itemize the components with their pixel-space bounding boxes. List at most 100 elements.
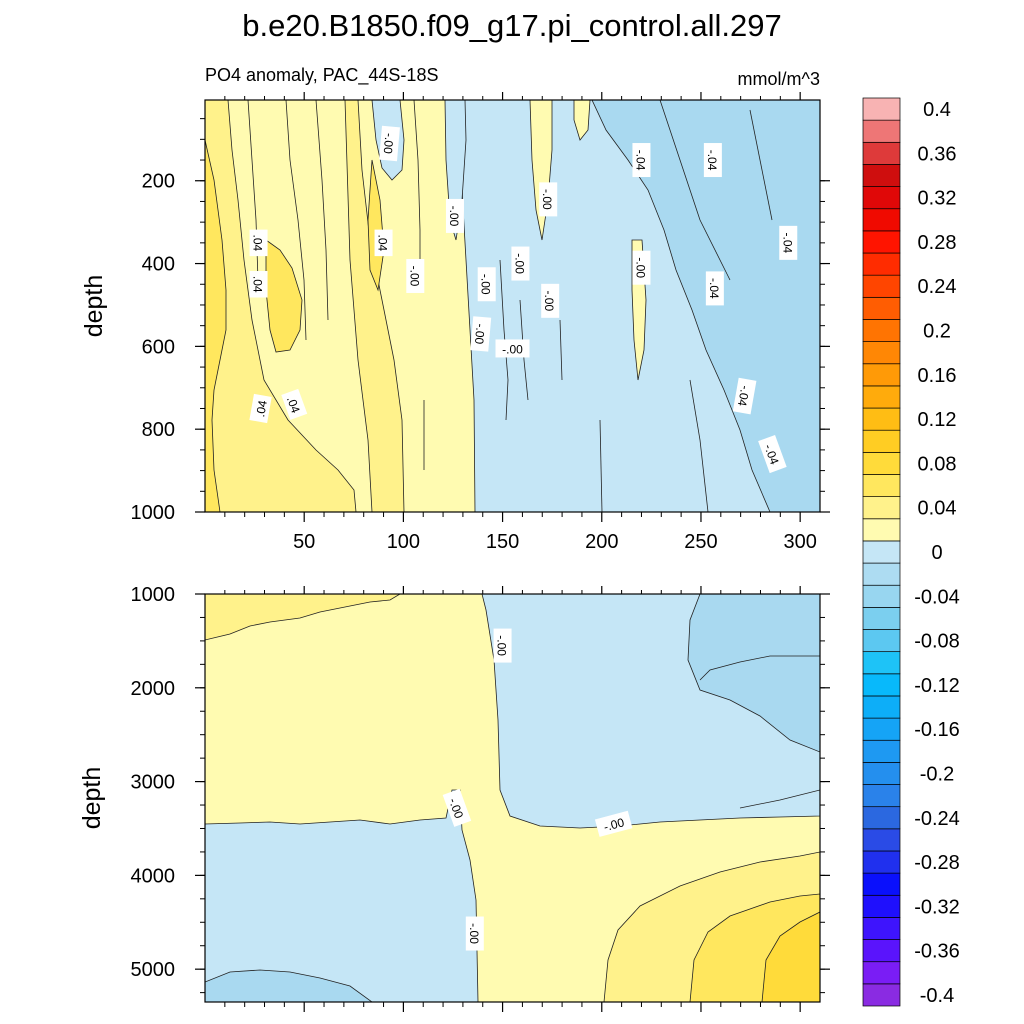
colorbar-label: -0.04 bbox=[914, 586, 960, 608]
lower-contour-label-text: -.00 bbox=[446, 796, 466, 821]
colorbar-label: -0.24 bbox=[914, 808, 960, 830]
lower-contour-label: -.00 bbox=[442, 788, 472, 827]
upper-x-tick-label: 50 bbox=[293, 531, 315, 553]
upper-contour-label-box bbox=[632, 250, 651, 285]
upper-contour-label-box bbox=[732, 377, 757, 415]
upper-contour-label-text: -.04 bbox=[633, 150, 647, 171]
upper-contour-label-text: -.00 bbox=[633, 257, 647, 278]
upper-y-axis-label: depth bbox=[80, 275, 108, 338]
colorbar: -0.4 -0.36 -0.32 -0.28 -0.24 -0.2 -0.16 -0.12 -0… bbox=[862, 97, 960, 1007]
lower-plot-frame bbox=[204, 593, 821, 1003]
upper-contour-labels: .04.04.04.04.04-.00-.00-.00-.00-.00-.00-… bbox=[249, 125, 798, 474]
upper-contour-label-text: -.00 bbox=[447, 206, 461, 227]
upper-contour-line-11 bbox=[749, 109, 773, 221]
upper-contour-label: .04 bbox=[249, 229, 268, 257]
colorbar-label: -0.28 bbox=[914, 852, 960, 874]
colorbar-label: -0.16 bbox=[914, 719, 960, 741]
colorbar-box bbox=[862, 518, 901, 542]
lower-x-axis bbox=[224, 586, 801, 1012]
lower-contour-label-box bbox=[465, 916, 484, 951]
upper-contour-label-box bbox=[374, 229, 393, 257]
lower-panel: -.00 -.00 -.00 -.00 1000 2000 3000 4000 5000 de… bbox=[78, 584, 830, 1012]
colorbar-label: 0.16 bbox=[918, 365, 957, 387]
colorbar-box bbox=[862, 208, 901, 232]
colorbar-label: 0.28 bbox=[918, 232, 957, 254]
colorbar-label: 0.32 bbox=[918, 188, 957, 210]
upper-contour-label-box bbox=[406, 258, 425, 293]
upper-contour-label-box bbox=[779, 225, 798, 260]
upper-y-tick-label: 800 bbox=[142, 419, 175, 441]
upper-contour-label-box bbox=[470, 316, 492, 352]
upper-contour-label: -.00 bbox=[477, 267, 496, 302]
upper-contour-label: -.00 bbox=[541, 283, 560, 318]
upper-contour-label-text: .04 bbox=[376, 235, 390, 252]
lower-y-tick-label: 3000 bbox=[131, 772, 176, 794]
upper-contour-label-text: .04 bbox=[253, 399, 270, 418]
upper-contour-label-box bbox=[445, 198, 464, 233]
lower-fill-band-neg004-to-neg008-left bbox=[205, 969, 373, 1002]
colorbar-label: 0.08 bbox=[918, 453, 957, 475]
colorbar-box bbox=[862, 252, 901, 276]
upper-contour-line-10 bbox=[659, 100, 731, 281]
lower-y-tick-label: 5000 bbox=[131, 959, 176, 981]
colorbar-box bbox=[862, 141, 901, 165]
upper-contour-label-text: -.04 bbox=[761, 442, 781, 467]
colorbar-box bbox=[862, 341, 901, 365]
upper-contour-line-8 bbox=[599, 419, 603, 512]
colorbar-box bbox=[862, 651, 901, 675]
upper-fill-band-004-to-006-b bbox=[265, 239, 303, 353]
colorbar-label: -0.2 bbox=[920, 763, 954, 785]
colorbar-box bbox=[862, 164, 901, 187]
lower-contour-label-text: -.00 bbox=[495, 635, 509, 656]
colorbar-box bbox=[862, 429, 901, 453]
colorbar-box bbox=[862, 451, 901, 475]
upper-contour-label-box bbox=[541, 283, 560, 318]
upper-contour-label: -.00 bbox=[539, 182, 558, 217]
colorbar-label: 0 bbox=[931, 542, 942, 564]
upper-contour-label: -.00 bbox=[511, 246, 530, 281]
upper-y-axis: 200 400 600 800 1000 bbox=[131, 118, 830, 524]
colorbar-box bbox=[862, 474, 901, 497]
upper-contour-line-6 bbox=[519, 299, 529, 401]
lower-y-axis-label: depth bbox=[78, 767, 106, 830]
colorbar-box bbox=[862, 562, 901, 586]
colorbar-box bbox=[862, 961, 901, 985]
lower-contour-label: -.00 bbox=[493, 628, 512, 663]
upper-contour-label: -.00 bbox=[495, 339, 530, 358]
upper-contour-label-box bbox=[632, 143, 651, 178]
lower-y-tick-label: 4000 bbox=[131, 865, 176, 887]
colorbar-label: 0.24 bbox=[918, 276, 957, 298]
colorbar-label: -0.36 bbox=[914, 941, 960, 963]
upper-contour-label-box bbox=[477, 267, 496, 302]
figure-title: b.e20.B1850.f09_g17.pi_control.all.297 bbox=[242, 8, 782, 43]
upper-contour-label: .04 bbox=[249, 393, 272, 424]
upper-contour-label-box bbox=[511, 246, 530, 281]
upper-contour-label-text: .04 bbox=[284, 394, 303, 415]
colorbar-box bbox=[862, 319, 901, 342]
upper-y-tick-label: 400 bbox=[142, 254, 175, 276]
lower-contour-lines bbox=[699, 655, 820, 809]
upper-plot-frame bbox=[204, 99, 821, 513]
upper-contour-label-text: -.00 bbox=[512, 253, 526, 274]
figure-subtitle-variable: PO4 anomaly, PAC_44S-18S bbox=[205, 65, 438, 86]
upper-fill-band-004-to-006-c bbox=[367, 159, 385, 292]
colorbar-label: 0.2 bbox=[923, 321, 951, 343]
upper-contour-label-text: .04 bbox=[251, 235, 265, 252]
colorbar-box bbox=[862, 385, 901, 409]
lower-fill-band-006-to-008-bottom bbox=[761, 911, 820, 1002]
upper-contour-label-text: -.00 bbox=[540, 189, 554, 210]
upper-contour-line-3 bbox=[315, 100, 329, 321]
upper-contour-label: -.04 bbox=[703, 143, 722, 178]
colorbar-box bbox=[862, 983, 901, 1007]
lower-contour-label-box bbox=[442, 788, 472, 827]
lower-contour-label-box bbox=[594, 810, 633, 837]
colorbar-box bbox=[862, 784, 901, 808]
upper-contour-label: -.04 bbox=[732, 377, 757, 415]
colorbar-box bbox=[862, 540, 901, 564]
upper-contour-label-box bbox=[539, 182, 558, 217]
colorbar-label: 0.4 bbox=[923, 99, 951, 121]
colorbar-label: -0.32 bbox=[914, 896, 960, 918]
colorbar-box bbox=[862, 850, 901, 874]
colorbar-box bbox=[862, 230, 901, 254]
upper-contour-fills bbox=[205, 100, 820, 512]
